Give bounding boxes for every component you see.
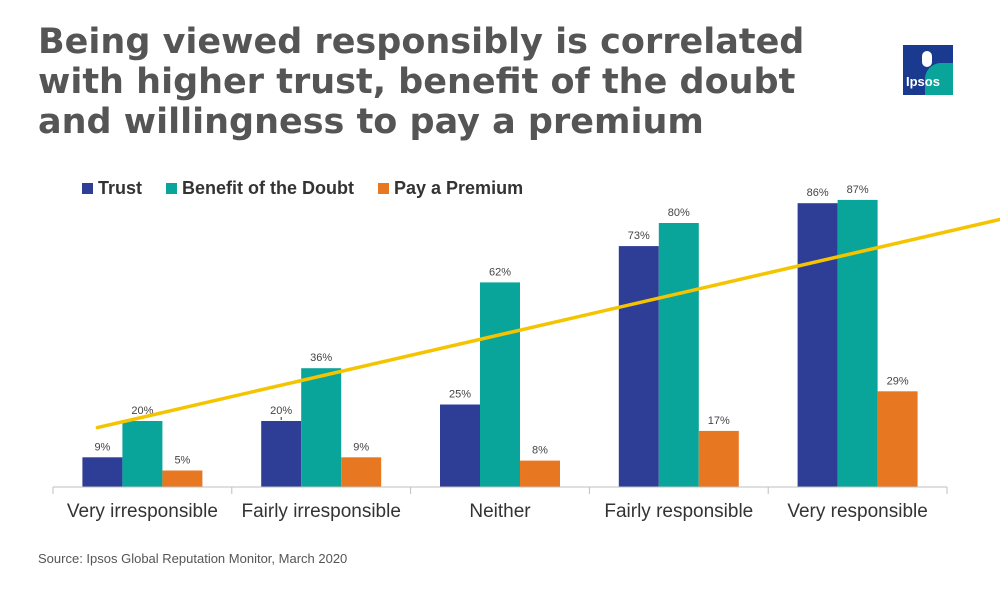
bar-benefit-2 [480, 282, 520, 487]
data-label-premium-2: 8% [532, 445, 548, 457]
trend-arrow-line [95, 217, 1000, 430]
bar-premium-2 [520, 460, 560, 487]
bar-benefit-3 [658, 223, 699, 487]
category-label-4: Very responsible [787, 501, 927, 522]
legend-item-benefit: Benefit of the Doubt [166, 178, 354, 199]
legend-label-benefit: Benefit of the Doubt [182, 178, 354, 198]
data-label-premium-3: 17% [708, 415, 730, 427]
category-label-0: Very irresponsible [67, 501, 218, 522]
logo-text: Ipsos [906, 74, 940, 89]
legend-item-premium: Pay a Premium [378, 178, 523, 199]
bar-benefit-1 [301, 368, 342, 487]
source-note: Source: Ipsos Global Reputation Monitor,… [38, 551, 348, 566]
data-label-benefit-2: 62% [489, 266, 511, 278]
bar-benefit-0 [122, 421, 163, 487]
data-label-trust-0: 9% [94, 441, 110, 453]
data-label-premium-1: 9% [353, 441, 369, 453]
data-label-trust-4: 86% [807, 187, 829, 199]
data-label-premium-0: 5% [174, 455, 190, 467]
category-label-2: Neither [469, 501, 531, 522]
chart-title: Being viewed responsibly is correlated w… [38, 22, 805, 142]
data-label-trust-2: 25% [449, 389, 471, 401]
data-label-benefit-3: 80% [668, 207, 690, 219]
data-label-premium-4: 29% [887, 375, 909, 387]
legend-swatch-trust [82, 183, 93, 194]
data-label-trust-1: 20% [270, 405, 292, 417]
data-label-benefit-0: 20% [131, 405, 153, 417]
bar-premium-4 [877, 391, 918, 487]
ipsos-logo: Ipsos [903, 45, 953, 95]
data-label-benefit-4: 87% [847, 184, 869, 196]
legend-swatch-benefit [166, 183, 178, 194]
logo-tail [925, 63, 953, 95]
legend-item-trust: Trust [82, 178, 142, 199]
category-label-3: Fairly responsible [604, 501, 753, 522]
legend-swatch-premium [378, 183, 389, 194]
bar-benefit-4 [837, 199, 878, 487]
chart-legend: Trust Benefit of the Doubt Pay a Premium [82, 178, 523, 199]
bar-trust-1 [261, 421, 302, 487]
bar-trust-4 [797, 203, 838, 487]
bar-trust-3 [618, 246, 659, 487]
bar-trust-2 [440, 404, 480, 487]
category-label-1: Fairly irresponsible [241, 501, 400, 522]
legend-label-premium: Pay a Premium [394, 178, 524, 198]
data-label-trust-3: 73% [628, 230, 650, 242]
legend-label-trust: Trust [98, 178, 143, 198]
bar-premium-0 [162, 470, 203, 487]
bar-premium-3 [698, 430, 739, 487]
logo-glyph [922, 51, 932, 67]
data-label-benefit-1: 36% [310, 352, 332, 364]
bar-premium-1 [341, 457, 382, 487]
bar-trust-0 [82, 457, 123, 487]
